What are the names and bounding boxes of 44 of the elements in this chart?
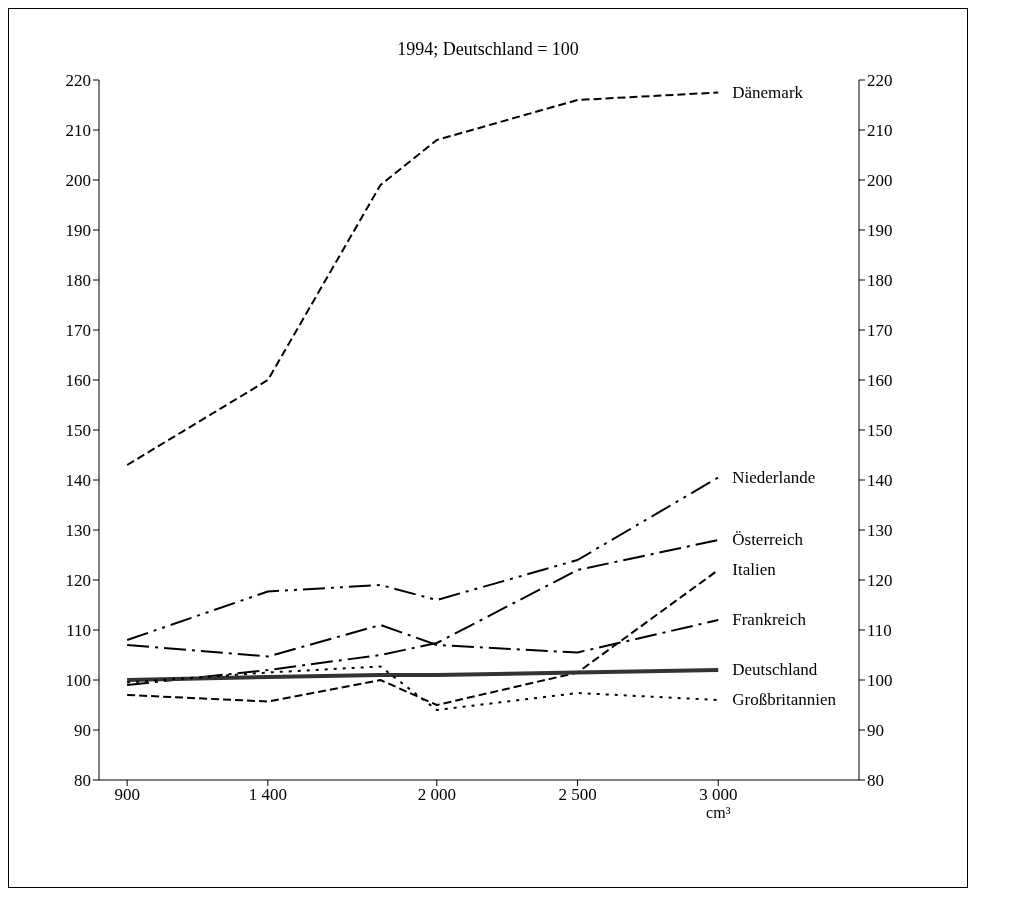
y-tick-label: 200 — [65, 171, 91, 191]
x-tick-label: 3 000 — [699, 785, 738, 805]
y-tick-label: 90 — [74, 721, 91, 741]
series-label: Großbritannien — [732, 690, 837, 709]
series-label: Frankreich — [732, 610, 807, 629]
y-tick-label: 150 — [65, 421, 91, 441]
y2-tick-label: 190 — [867, 221, 893, 241]
y2-tick-label: 90 — [867, 721, 884, 741]
y2-tick-label: 220 — [867, 71, 893, 91]
y-tick-label: 130 — [65, 521, 91, 541]
x-tick-label: 1 400 — [248, 785, 288, 805]
y-tick-label: 140 — [65, 471, 91, 491]
y2-tick-label: 200 — [867, 171, 893, 191]
y2-tick-label: 100 — [867, 671, 893, 691]
y2-tick-label: 120 — [867, 571, 893, 591]
y-tick-label: 170 — [65, 321, 91, 341]
y-tick-label: 110 — [66, 621, 91, 641]
y2-tick-label: 160 — [867, 371, 893, 391]
x-axis-title: cm³ — [706, 804, 731, 821]
y-tick-label: 190 — [65, 221, 91, 241]
y-tick-label: 180 — [65, 271, 91, 291]
series-label: Österreich — [732, 530, 804, 549]
y-tick-label: 100 — [65, 671, 91, 691]
series-label: Dänemark — [732, 82, 804, 102]
x-tick-label: 2 000 — [417, 785, 456, 805]
y-tick-label: 120 — [65, 571, 91, 591]
chart-title: 1994; Deutschland = 100 — [396, 39, 580, 60]
y-tick-label: 220 — [65, 71, 91, 91]
y2-tick-label: 110 — [867, 621, 892, 641]
y2-tick-label: 140 — [867, 471, 893, 491]
y2-tick-label: 80 — [867, 771, 884, 791]
y-tick-label: 210 — [65, 121, 91, 141]
y2-tick-label: 180 — [867, 271, 893, 291]
series-label: Niederlande — [732, 467, 816, 487]
y-tick-label: 160 — [65, 371, 91, 391]
x-tick-label: 2 500 — [558, 785, 597, 805]
series-label: Deutschland — [732, 660, 818, 679]
series-label: Italien — [732, 560, 777, 579]
y2-tick-label: 210 — [867, 121, 893, 141]
y2-tick-label: 150 — [867, 421, 893, 441]
x-tick-label: 900 — [114, 785, 140, 805]
y2-tick-label: 130 — [867, 521, 893, 541]
y-tick-label: 80 — [74, 771, 91, 791]
y2-tick-label: 170 — [867, 321, 893, 341]
